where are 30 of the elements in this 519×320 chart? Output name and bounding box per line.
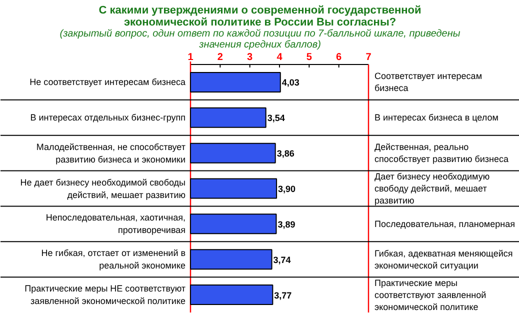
- y-tick-label: Не гибкая, отстает от изменений в реальной экономике: [41, 248, 186, 271]
- x-tick-label: 7: [366, 52, 372, 63]
- x-tick-label: 6: [336, 52, 342, 63]
- y-tick-label: Не дает бизнесу необходимой свободы действий, мешает развитию: [20, 177, 186, 200]
- data-label: 3,89: [278, 219, 296, 230]
- data-label: 3,90: [278, 184, 296, 194]
- chart-title: С какими утверждениями о современной государственной экономической политике в России Вы согласны?: [98, 4, 422, 28]
- chart-subtitle: (закрытый вопрос, один ответ по каждой позиции по 7-балльной шкале, приведены значения средних баллов): [60, 28, 461, 50]
- y-tick-label: Малодейственная, не способствует развитию бизнеса и экономики: [36, 142, 186, 164]
- x-tick-label: 3: [247, 52, 254, 63]
- data-label: 3,77: [274, 290, 292, 300]
- data-label: 4,03: [282, 78, 300, 88]
- x-tick-label: 5: [306, 52, 312, 63]
- data-label: 3,54: [267, 113, 285, 124]
- x-tick-label: 4: [276, 52, 283, 63]
- x-tick-label: 1: [188, 52, 194, 63]
- text: Последовательная, планомерная: [374, 218, 516, 229]
- text: Гибкая, адекватная меняющейся экономической ситуации: [374, 248, 513, 270]
- text: Дает бизнесу необходимую свободу действий, мешает развитию: [374, 172, 490, 206]
- text: Соответствует интересам бизнеса: [374, 71, 482, 94]
- y-tick-label: Практические меры НЕ соответствуют заявленной экономической политике: [24, 284, 186, 306]
- text: Действенная, реально способствует развитию бизнеса: [374, 142, 509, 164]
- y-tick-label: Не соответствует интересам бизнеса: [30, 77, 186, 88]
- y-tick-label: В интересах отдельных бизнес-групп: [30, 112, 186, 123]
- data-label: 3,86: [276, 148, 294, 159]
- text: Практические меры соответствуют заявленной экономической политике: [374, 278, 486, 312]
- x-tick-label: 2: [217, 52, 224, 63]
- y-tick-label: Непоследовательная, хаотичная, противоречивая: [46, 212, 186, 236]
- text: В интересах бизнеса в целом: [374, 112, 498, 123]
- data-label: 3,74: [273, 254, 291, 265]
